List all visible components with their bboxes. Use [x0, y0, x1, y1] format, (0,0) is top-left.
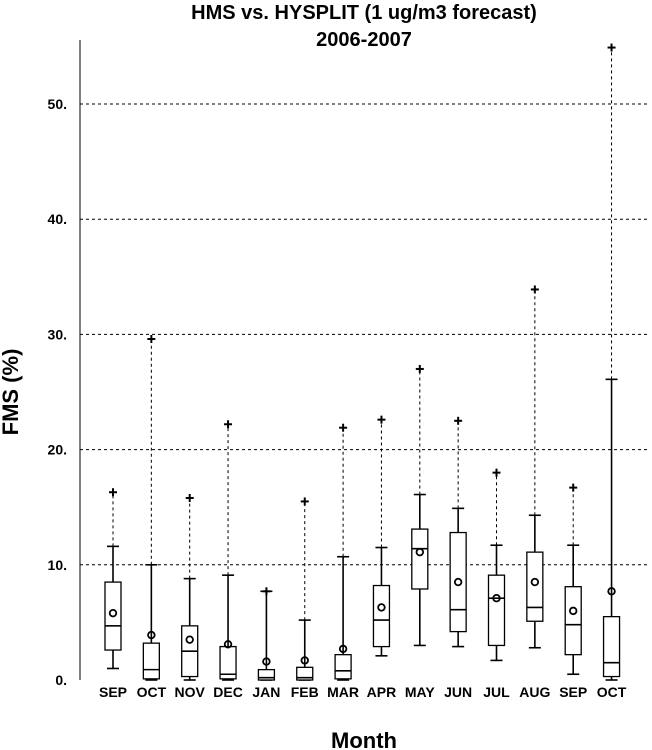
box-series [104, 43, 621, 681]
x-tick-label-may-8: MAY [405, 684, 435, 700]
box-11 [526, 551, 544, 622]
box-group-7 [372, 415, 391, 657]
max-marker-5 [300, 497, 309, 506]
mean-marker-13 [607, 587, 616, 596]
x-tick-labels: SEP OCT NOV DEC JAN FEB MAR APR MAY JUN JUL AUG SEP O… [99, 684, 627, 700]
chart-subtitle: 2006-2007 [316, 29, 412, 51]
x-tick-label-oct-1: OCT [137, 684, 167, 700]
max-marker-13 [607, 43, 616, 52]
box-10 [487, 574, 506, 647]
x-tick-label-feb-5: FEB [291, 684, 319, 700]
box-group-11 [526, 285, 544, 649]
mean-marker-11 [530, 577, 540, 587]
y-tick-label-10: 10. [48, 557, 67, 573]
x-axis-label: Month [331, 728, 397, 750]
max-marker-12 [569, 483, 578, 492]
max-marker-2 [185, 493, 194, 502]
box-group-1 [142, 335, 161, 681]
mean-marker-10 [492, 594, 501, 603]
x-tick-label-dec-3: DEC [213, 684, 243, 700]
y-tick-label-40: 40. [48, 211, 67, 227]
x-tick-label-apr-7: APR [367, 684, 397, 700]
box-group-12 [564, 483, 582, 676]
x-tick-label-jan-4: JAN [252, 684, 280, 700]
box-9 [449, 531, 467, 633]
max-marker-9 [454, 416, 463, 425]
y-tick-label-0: 0. [55, 672, 67, 688]
mean-marker-4 [262, 657, 271, 666]
max-marker-1 [147, 335, 156, 344]
box-4 [257, 668, 276, 681]
mean-marker-0 [108, 608, 118, 618]
box-group-6 [334, 423, 352, 681]
box-8 [411, 528, 429, 590]
x-tick-label-nov-2: NOV [175, 684, 206, 700]
y-tick-label-30: 30. [48, 326, 67, 342]
x-tick-label-aug-11: AUG [519, 684, 550, 700]
max-marker-0 [109, 488, 117, 497]
mean-marker-8 [415, 547, 424, 557]
gridlines [80, 103, 650, 566]
box-13 [602, 615, 621, 678]
box-1 [142, 642, 161, 680]
x-tick-label-sep-0: SEP [99, 684, 127, 700]
box-group-3 [219, 420, 237, 681]
box-group-4 [257, 587, 276, 681]
box-3 [219, 645, 237, 680]
y-tick-labels: 0. 10. 20. 30. 40. 50. [48, 96, 67, 688]
box-group-13 [602, 43, 621, 681]
box-5 [296, 666, 314, 681]
chart-title: HMS vs. HYSPLIT (1 ug/m3 forecast) [191, 2, 537, 24]
mean-marker-9 [453, 577, 463, 587]
max-marker-4 [262, 587, 271, 596]
max-marker-11 [530, 285, 539, 294]
box-7 [372, 584, 391, 648]
x-tick-label-mar-6: MAR [327, 684, 359, 700]
x-tick-label-sep-12: SEP [559, 684, 587, 700]
box-12 [564, 586, 582, 656]
box-group-5 [296, 497, 314, 681]
max-marker-8 [415, 364, 424, 373]
x-tick-label-jul-10: JUL [483, 684, 510, 700]
y-axis-label: FMS (%) [0, 349, 23, 436]
max-marker-10 [492, 468, 501, 477]
x-tick-label-jun-9: JUN [444, 684, 472, 700]
y-tick-label-20: 20. [48, 442, 67, 458]
mean-marker-7 [377, 603, 386, 612]
max-marker-7 [377, 415, 386, 424]
box-group-10 [487, 468, 506, 662]
mean-marker-2 [185, 635, 194, 644]
max-marker-3 [224, 420, 233, 429]
mean-marker-6 [338, 644, 348, 654]
box-6 [334, 654, 352, 680]
mean-marker-5 [300, 656, 309, 665]
max-marker-6 [339, 423, 348, 432]
box-group-9 [449, 416, 467, 648]
y-tick-label-50: 50. [48, 96, 67, 112]
x-tick-label-oct-13: OCT [597, 684, 627, 700]
box-group-2 [181, 493, 199, 681]
mean-marker-1 [147, 630, 156, 640]
mean-marker-12 [569, 606, 578, 616]
mean-marker-3 [223, 640, 233, 649]
box-group-8 [411, 364, 429, 647]
box-group-0 [104, 488, 122, 670]
